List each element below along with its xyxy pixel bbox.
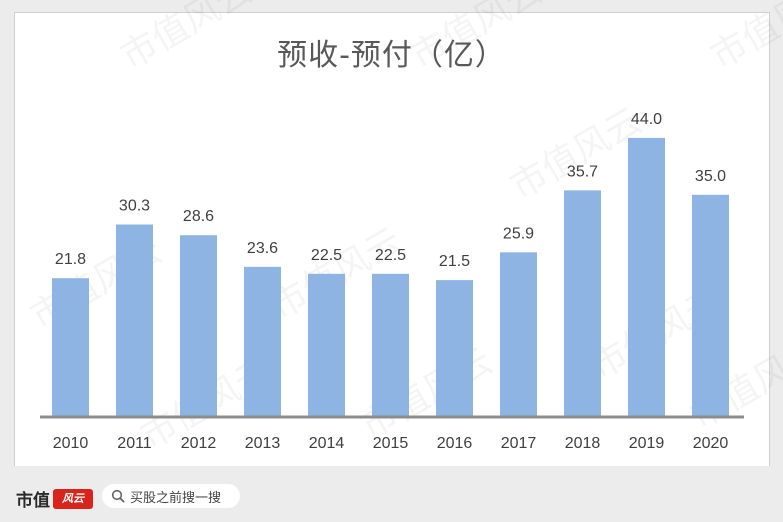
x-tick-label-2011: 2011 xyxy=(117,435,152,452)
bar-2018 xyxy=(564,190,601,416)
x-tick-label-2014: 2014 xyxy=(309,435,345,452)
value-label-2010: 21.8 xyxy=(55,251,86,268)
brand-mark: 风云 xyxy=(53,488,93,509)
x-tick-label-2013: 2013 xyxy=(245,435,281,452)
x-tick-label-2010: 2010 xyxy=(53,435,89,452)
x-tick-label-2012: 2012 xyxy=(181,435,217,452)
brand-name: 市值 xyxy=(16,491,50,511)
search-box[interactable]: 买股之前搜一搜 xyxy=(102,484,240,508)
bar-2011 xyxy=(116,224,153,416)
x-tick-label-2018: 2018 xyxy=(565,435,601,452)
footer-bar: 市值 风云 买股之前搜一搜 xyxy=(0,466,783,522)
search-icon xyxy=(106,484,130,508)
x-tick-label-2017: 2017 xyxy=(501,435,537,452)
value-label-2013: 23.6 xyxy=(247,240,278,257)
search-placeholder: 买股之前搜一搜 xyxy=(130,490,222,506)
x-tick-label-2016: 2016 xyxy=(437,435,473,452)
brand-logo[interactable]: 市值 风云 xyxy=(16,486,93,511)
bar-2010 xyxy=(52,278,89,416)
value-label-2018: 35.7 xyxy=(567,163,598,180)
value-label-2012: 28.6 xyxy=(183,208,214,225)
bar-2014 xyxy=(308,273,345,416)
value-label-2020: 35.0 xyxy=(695,168,726,185)
value-label-2017: 25.9 xyxy=(503,225,534,242)
bar-chart: 市值风云市值风云市值风云市值风云市值风云市值风云市值风云市值风云市值风云市值风云… xyxy=(24,0,783,458)
x-tick-label-2020: 2020 xyxy=(693,435,729,452)
x-tick-labels-group: 2010 2011 2012 2013 2014 2015 2016 2017 2018 2019… xyxy=(53,435,729,452)
bar-2013 xyxy=(244,266,281,416)
bar-2012 xyxy=(180,235,217,416)
bars-group xyxy=(52,137,729,417)
value-label-2011: 30.3 xyxy=(119,198,150,215)
bar-2016 xyxy=(436,280,473,416)
value-label-2015: 22.5 xyxy=(375,247,406,264)
value-label-2019: 44.0 xyxy=(631,111,662,128)
value-label-2014: 22.5 xyxy=(311,247,342,264)
bar-2015 xyxy=(372,273,409,416)
bar-2020 xyxy=(692,194,729,416)
bar-2017 xyxy=(500,252,537,416)
chart-title: 预收-预付（亿） xyxy=(277,38,506,73)
x-tick-label-2015: 2015 xyxy=(373,435,409,452)
x-tick-label-2019: 2019 xyxy=(629,435,665,452)
value-labels-group: 21.8 30.3 28.6 23.6 22.5 22.5 21.5 25.9 35.7 44.0… xyxy=(55,111,726,270)
bar-2019 xyxy=(628,137,665,417)
value-label-2016: 21.5 xyxy=(439,253,470,270)
